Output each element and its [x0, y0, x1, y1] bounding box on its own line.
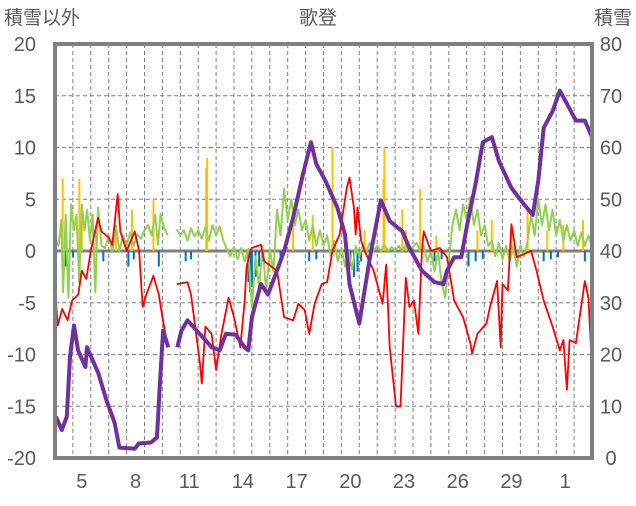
y-tick-label-right: 80	[600, 34, 622, 56]
x-tick-label: 20	[339, 471, 361, 493]
negative_bars-bar	[247, 251, 250, 283]
x-tick-label: 1	[560, 471, 571, 493]
negative_bars-bar	[258, 251, 261, 267]
x-tick-label: 8	[130, 471, 141, 493]
y-tick-label-right: 40	[600, 241, 622, 263]
precip-bar	[546, 230, 549, 251]
y-tick-label-left: 10	[14, 138, 36, 160]
snow_depth-line	[54, 323, 171, 451]
right-axis-title: 積雪	[594, 7, 632, 29]
precip-bar	[206, 157, 209, 251]
y-tick-label-left: 20	[14, 34, 36, 56]
left-axis-title: 積雪以外	[4, 7, 80, 29]
negative_bars-bar	[481, 251, 484, 260]
green_series-line	[54, 203, 169, 299]
y-tick-label-left: -5	[18, 293, 36, 315]
y-tick-label-right: 30	[600, 293, 622, 315]
y-tick-label-left: -20	[7, 448, 36, 470]
precip-bar	[78, 178, 81, 251]
precip-bar	[114, 225, 117, 251]
negative_bars-bar	[440, 251, 443, 260]
precip-bar	[61, 178, 64, 251]
y-tick-label-right: 10	[600, 396, 622, 418]
negative_bars-bar	[549, 251, 552, 260]
negative_bars-bar	[360, 251, 363, 262]
negative_bars-bar	[467, 251, 470, 267]
plot-frame	[53, 42, 594, 460]
negative_bars-bar	[583, 251, 586, 262]
temperature-line	[55, 193, 169, 348]
negative_bars-bar	[308, 251, 311, 262]
negative_bars-bar	[184, 251, 187, 262]
negative_bars-bar	[474, 251, 477, 262]
negative_bars-bar	[315, 251, 318, 260]
precip-bar	[383, 147, 386, 251]
precip-bar	[476, 230, 479, 251]
x-tick-label: 26	[447, 471, 469, 493]
negative_bars-bar	[71, 251, 74, 258]
precip-bar	[419, 188, 422, 251]
snow_depth-line	[175, 88, 594, 353]
negative_bars-bar	[542, 251, 545, 262]
precip-bar	[435, 235, 438, 251]
series-lines	[54, 88, 594, 451]
negative_bars-bar	[433, 251, 436, 262]
precip-bar	[490, 219, 493, 251]
precip-bar	[292, 225, 295, 251]
negative_bars-bar	[190, 251, 193, 260]
negative_bars-bar	[157, 251, 160, 267]
x-tick-label: 29	[500, 471, 522, 493]
green_series-line	[175, 187, 593, 309]
x-tick-label: 11	[179, 471, 200, 493]
precip-bar	[510, 230, 513, 251]
x-tick-label: 14	[232, 471, 254, 493]
y-tick-label-left: -10	[7, 345, 36, 367]
y-tick-label-left: 15	[14, 86, 36, 108]
negative_bars-bar	[356, 251, 359, 272]
precip-bar	[363, 230, 366, 251]
precip-bar	[80, 219, 83, 251]
y-tick-label-right: 20	[600, 345, 622, 367]
precip-bar	[526, 209, 529, 251]
negative_bars-bar	[556, 251, 559, 258]
negative_bars-bar	[102, 251, 105, 262]
x-tick-label: 17	[286, 471, 308, 493]
y-tick-label-right: 60	[600, 138, 622, 160]
y-tick-label-left: -15	[7, 396, 36, 418]
precip-bar	[311, 214, 314, 251]
x-tick-label: 23	[393, 471, 415, 493]
y-tick-label-right: 0	[605, 448, 616, 470]
negative_bars-bar	[127, 251, 130, 267]
y-tick-label-right: 70	[600, 86, 622, 108]
x-tick-label: 5	[76, 471, 87, 493]
y-tick-label-left: 0	[25, 241, 36, 263]
chart-title: 歌登	[299, 7, 337, 29]
negative_bars-bar	[250, 251, 253, 288]
negative_bars-bar	[132, 251, 135, 260]
y-tick-label-right: 50	[600, 189, 622, 211]
precip-bar	[130, 209, 133, 251]
temperature-line	[176, 176, 592, 408]
y-tick-label-left: 5	[25, 189, 36, 211]
negative_bars-bar	[64, 251, 67, 267]
